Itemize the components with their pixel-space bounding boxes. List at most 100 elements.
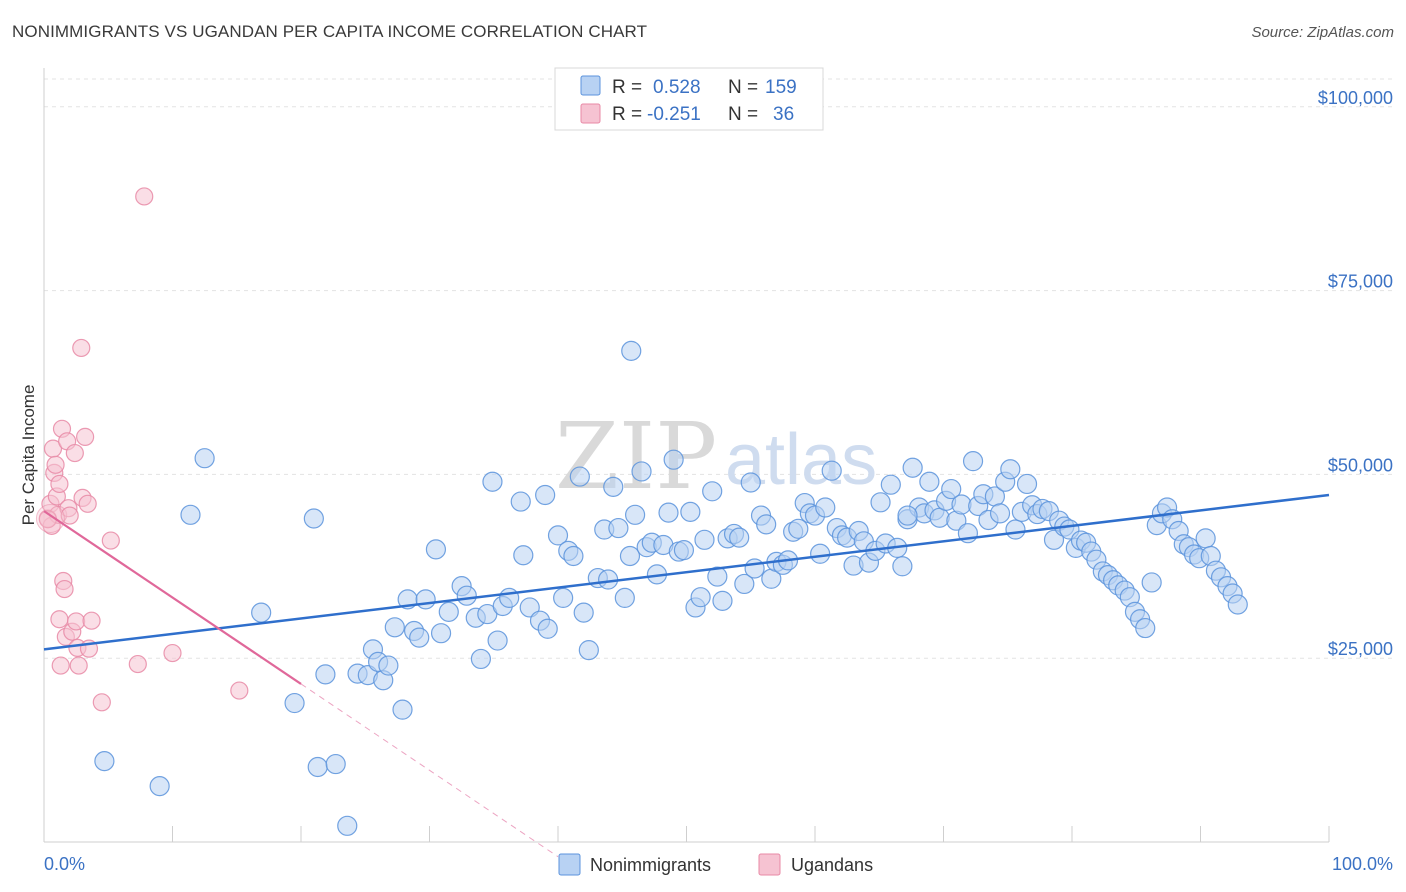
nonimmigrants-point-49 — [598, 569, 619, 590]
nonimmigrants-point-89 — [815, 497, 836, 518]
nonimmigrants-point-84 — [788, 518, 809, 539]
nonimmigrants-point-99 — [870, 492, 891, 513]
nonimmigrants-point-159 — [1195, 528, 1216, 549]
nonimmigrants-point-63 — [673, 540, 695, 561]
nonimmigrants-point-167 — [303, 508, 324, 529]
nonimmigrants-point-126 — [1016, 473, 1038, 495]
legend-n-label-2: N = — [728, 104, 758, 125]
nonimmigrants-point-69 — [707, 566, 728, 587]
ugandans-point-32 — [135, 187, 154, 206]
y-tick-label-1: $50,000 — [1328, 455, 1393, 475]
nonimmigrants-point-44 — [569, 466, 590, 487]
nonimmigrants-point-67 — [694, 529, 715, 550]
nonimmigrants-point-124 — [1005, 519, 1026, 540]
nonimmigrants-point-101 — [880, 474, 901, 495]
y-tick-label-0: $25,000 — [1328, 639, 1393, 659]
ugandans-trend-line — [43, 510, 302, 685]
nonimmigrants-point-61 — [663, 449, 684, 470]
legend-swatch-nonimmigrants — [580, 75, 601, 96]
nonimmigrants-point-16 — [384, 617, 405, 638]
nonimmigrants-point-22 — [425, 539, 447, 560]
nonimmigrants-point-45 — [573, 602, 594, 623]
nonimmigrants-point-8 — [325, 753, 346, 775]
nonimmigrants-point-35 — [513, 545, 534, 566]
ugandans-point-8 — [50, 474, 69, 494]
ugandans-point-23 — [72, 338, 91, 358]
y-tick-label-3: $100,000 — [1318, 88, 1393, 108]
nonimmigrants-point-68 — [702, 481, 723, 502]
ugandans-point-31 — [128, 654, 147, 674]
ugandans-point-10 — [51, 656, 70, 675]
bottom-legend-label-nonimmigrants: Nonimmigrants — [590, 855, 711, 875]
nonimmigrants-point-50 — [603, 476, 624, 497]
legend-r-label-1: R = — [612, 77, 642, 98]
nonimmigrants-point-26 — [456, 585, 477, 606]
bottom-legend-swatch-ugandans — [758, 853, 781, 876]
nonimmigrants-point-168 — [897, 505, 918, 526]
nonimmigrants-point-116 — [962, 451, 984, 472]
nonimmigrants-point-123 — [1000, 459, 1021, 480]
nonimmigrants-point-4 — [251, 602, 272, 623]
nonimmigrants-point-6 — [307, 756, 328, 778]
legend-box: R = 0.528 N = 159 R = -0.251 N = 36 — [554, 67, 824, 131]
y-tick-label-2: $75,000 — [1328, 272, 1393, 292]
nonimmigrants-point-73 — [729, 527, 750, 548]
nonimmigrants-point-0 — [94, 751, 115, 772]
nonimmigrants-point-55 — [631, 461, 652, 482]
nonimmigrants-point-53 — [619, 545, 641, 567]
nonimmigrants-point-43 — [563, 545, 584, 567]
ugandans-point-9 — [50, 610, 69, 629]
y-tick-labels: $25,000 $50,000 $75,000 $100,000 — [1318, 88, 1393, 659]
nonimmigrants-point-131 — [1043, 529, 1065, 550]
nonimmigrants-point-114 — [951, 494, 972, 515]
nonimmigrants-point-9 — [337, 815, 358, 836]
nonimmigrants-point-105 — [902, 457, 923, 478]
nonimmigrants-point-70 — [712, 590, 733, 611]
ugandans-point-30 — [101, 531, 120, 550]
chart-title: NONIMMIGRANTS VS UGANDAN PER CAPITA INCO… — [12, 22, 648, 41]
nonimmigrants-point-52 — [614, 587, 635, 609]
nonimmigrants-point-166 — [621, 340, 642, 361]
legend-r-value-2: -0.251 — [647, 104, 701, 125]
nonimmigrants-point-112 — [941, 478, 962, 500]
nonimmigrants-point-17 — [392, 699, 413, 720]
ugandans-point-22 — [69, 656, 88, 675]
nonimmigrants-point-7 — [315, 664, 336, 685]
nonimmigrants-point-76 — [744, 558, 765, 579]
legend-swatch-ugandans — [580, 103, 601, 124]
nonimmigrants-point-41 — [553, 587, 574, 609]
ugandans-trend-extension — [300, 683, 559, 858]
y-axis-label: Per Capita Income — [19, 385, 38, 526]
nonimmigrants-point-165 — [1227, 594, 1248, 615]
ugandans-point-26 — [78, 494, 97, 513]
source-label: Source: ZipAtlas.com — [1251, 24, 1394, 41]
nonimmigrants-point-20 — [409, 627, 430, 648]
nonimmigrants-point-51 — [608, 517, 629, 539]
ugandans-point-34 — [230, 681, 249, 700]
nonimmigrants-point-28 — [470, 648, 491, 670]
bottom-legend-swatch-nonimmigrants — [558, 853, 581, 876]
nonimmigrants-point-24 — [438, 601, 459, 622]
nonimmigrants-point-74 — [734, 573, 755, 595]
nonimmigrants-points — [94, 340, 1248, 836]
nonimmigrants-point-31 — [487, 630, 508, 651]
nonimmigrants-point-5 — [284, 692, 305, 714]
legend-r-value-1: 0.528 — [653, 77, 701, 98]
ugandans-point-13 — [55, 579, 74, 599]
nonimmigrants-point-108 — [919, 471, 940, 492]
nonimmigrants-point-2 — [180, 504, 201, 525]
ugandans-point-28 — [82, 611, 101, 630]
legend-n-label-1: N = — [728, 77, 758, 98]
bottom-legend-label-ugandans: Ugandans — [791, 855, 873, 875]
nonimmigrants-point-60 — [658, 502, 679, 523]
nonimmigrants-point-90 — [821, 460, 842, 481]
legend-n-value-2: 36 — [773, 104, 794, 125]
watermark-zip: ZIP — [555, 403, 717, 510]
trend-lines — [43, 493, 1330, 858]
legend-n-value-1: 159 — [765, 77, 797, 98]
ugandans-point-cluster — [35, 503, 65, 533]
nonimmigrants-point-103 — [892, 556, 913, 577]
nonimmigrants-point-39 — [537, 618, 558, 639]
nonimmigrants-point-34 — [510, 491, 531, 512]
